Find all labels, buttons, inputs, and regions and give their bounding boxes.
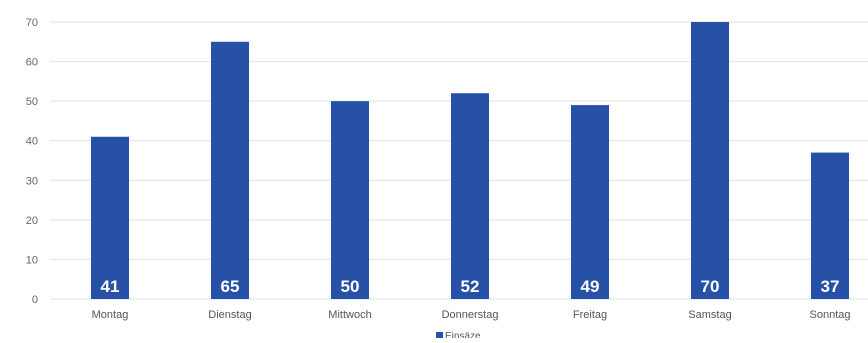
x-tick-label: Sonntag — [810, 309, 851, 321]
bars: 41 65 50 52 49 70 37 — [91, 22, 849, 300]
data-label: 41 — [101, 277, 120, 296]
data-label: 49 — [581, 277, 600, 296]
y-axis-ticks: 0 10 20 30 40 50 60 70 — [26, 17, 38, 306]
y-tick-label: 0 — [32, 294, 38, 306]
y-tick-label: 70 — [26, 17, 38, 29]
x-tick-label: Montag — [92, 309, 129, 321]
legend-swatch — [436, 332, 443, 339]
y-tick-label: 50 — [26, 96, 38, 108]
data-label: 70 — [701, 277, 720, 296]
bar — [91, 136, 129, 299]
data-label: 52 — [461, 277, 480, 296]
y-tick-label: 60 — [26, 57, 38, 69]
bar — [451, 93, 489, 299]
bar — [691, 22, 729, 299]
legend-label: Einsäze — [445, 331, 481, 338]
x-tick-label: Mittwoch — [328, 309, 371, 321]
data-label: 37 — [821, 277, 840, 296]
bar — [811, 152, 849, 299]
x-tick-label: Donnerstag — [442, 309, 499, 321]
y-tick-label: 20 — [26, 215, 38, 227]
x-tick-label: Samstag — [688, 309, 731, 321]
bar — [571, 105, 609, 299]
y-tick-label: 40 — [26, 136, 38, 148]
legend: Einsäze — [436, 331, 481, 342]
y-tick-label: 30 — [26, 175, 38, 187]
bar — [211, 41, 249, 300]
x-tick-label: Dienstag — [208, 309, 251, 321]
bar — [331, 101, 369, 300]
data-label: 65 — [221, 277, 240, 296]
data-label: 50 — [341, 277, 360, 296]
x-axis-labels: Montag Dienstag Mittwoch Donnerstag Freitag S… — [92, 309, 851, 321]
x-tick-label: Freitag — [573, 309, 607, 321]
y-tick-label: 10 — [26, 254, 38, 266]
